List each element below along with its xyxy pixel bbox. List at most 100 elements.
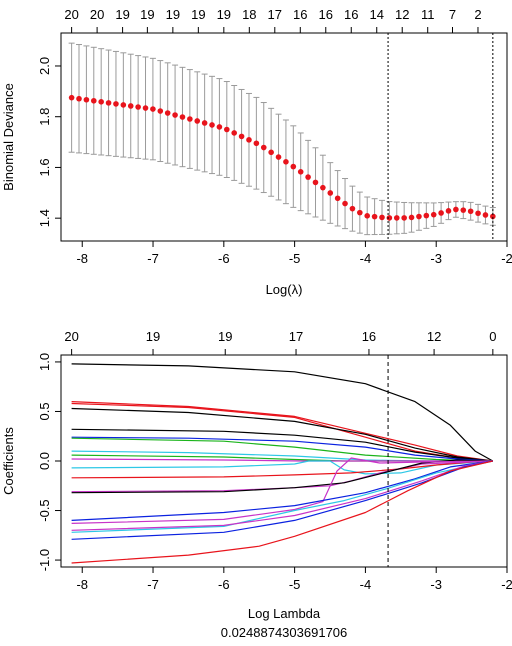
coefficient-top-tick-label: 16 bbox=[362, 329, 376, 344]
coefficient-top-tick-label: 12 bbox=[427, 329, 441, 344]
coefficient-path-16 bbox=[71, 460, 493, 521]
coefficient-x-tick-label: -6 bbox=[218, 577, 230, 592]
coefficient-y-tick-label: 0.0 bbox=[37, 452, 52, 470]
deviance-y-tick-label: 1.6 bbox=[37, 158, 52, 176]
deviance-point bbox=[408, 214, 415, 221]
deviance-top-tick-label: 19 bbox=[140, 7, 154, 22]
deviance-top-tick-label: 7 bbox=[449, 7, 456, 22]
deviance-top-tick-label: 17 bbox=[268, 7, 282, 22]
coefficient-x-tick-label: -8 bbox=[76, 577, 88, 592]
deviance-point bbox=[364, 213, 371, 219]
deviance-point bbox=[482, 212, 489, 218]
deviance-point bbox=[194, 118, 201, 124]
deviance-point bbox=[127, 103, 134, 109]
coefficient-path-6 bbox=[71, 436, 493, 462]
deviance-point bbox=[268, 149, 274, 156]
deviance-point bbox=[68, 94, 75, 101]
deviance-point bbox=[90, 97, 97, 104]
deviance-point bbox=[231, 130, 237, 136]
deviance-axes: -8 -7 -6 -5 -4 -3 -2 1.4 1.6 1.8 2.0 20 20 19 19 19 19 19… bbox=[37, 7, 512, 266]
coefficient-y-tick-label: 0.5 bbox=[37, 402, 52, 420]
deviance-point bbox=[172, 112, 178, 118]
coefficient-path-5 bbox=[71, 428, 493, 462]
deviance-point bbox=[275, 154, 282, 160]
deviance-point bbox=[105, 100, 112, 106]
deviance-point bbox=[260, 144, 267, 151]
deviance-point bbox=[113, 101, 119, 107]
deviance-top-tick-label: 2 bbox=[474, 7, 481, 22]
deviance-point bbox=[209, 122, 215, 128]
deviance-point bbox=[349, 205, 356, 212]
deviance-top-tick-label: 18 bbox=[242, 7, 256, 22]
coefficient-top-tick-label: 19 bbox=[146, 329, 160, 344]
coefficient-path-11 bbox=[71, 460, 493, 475]
deviance-point bbox=[342, 200, 348, 207]
deviance-x-axis-label: Log(λ) bbox=[266, 282, 303, 297]
deviance-point bbox=[142, 105, 149, 111]
coefficient-lambda-value: 0.0248874303691706 bbox=[221, 625, 348, 640]
deviance-x-tick-label: -4 bbox=[360, 251, 372, 266]
coefficient-panel: -8 -7 -6 -5 -4 -3 -2 -1.0 -0.5 0.0 0.5 1.0 20 19 19 17 1… bbox=[1, 329, 512, 640]
coefficient-top-tick-label: 19 bbox=[218, 329, 232, 344]
deviance-y-axis-label: Binomial Deviance bbox=[1, 83, 16, 191]
deviance-point bbox=[438, 210, 444, 216]
deviance-point bbox=[238, 133, 245, 140]
deviance-point bbox=[246, 137, 252, 143]
deviance-point bbox=[379, 214, 385, 221]
deviance-x-tick-label: -7 bbox=[147, 251, 159, 266]
coefficient-path-17 bbox=[71, 460, 493, 533]
deviance-point bbox=[253, 140, 260, 147]
deviance-point bbox=[475, 210, 481, 217]
deviance-top-tick-label: 16 bbox=[344, 7, 358, 22]
deviance-point bbox=[164, 110, 171, 116]
deviance-top-tick-label: 19 bbox=[166, 7, 180, 22]
deviance-point bbox=[157, 108, 164, 114]
deviance-point bbox=[430, 211, 437, 218]
deviance-plot-frame bbox=[60, 32, 508, 242]
deviance-x-tick-label: -8 bbox=[76, 251, 88, 266]
coefficient-path-15 bbox=[71, 457, 493, 524]
deviance-top-tick-label: 19 bbox=[115, 7, 129, 22]
coefficient-path-14 bbox=[71, 459, 493, 494]
deviance-y-tick-label: 2.0 bbox=[37, 57, 52, 75]
deviance-top-tick-label: 12 bbox=[395, 7, 409, 22]
deviance-panel: -8 -7 -6 -5 -4 -3 -2 1.4 1.6 1.8 2.0 20 20 19 19 19 19 19… bbox=[1, 7, 512, 297]
deviance-point bbox=[283, 159, 289, 165]
deviance-x-tick-label: -6 bbox=[218, 251, 230, 266]
deviance-x-tick-label: -3 bbox=[430, 251, 442, 266]
coefficient-x-tick-label: -7 bbox=[147, 577, 159, 592]
deviance-point bbox=[453, 206, 459, 213]
coefficient-x-tick-label: -4 bbox=[360, 577, 372, 592]
coefficient-y-axis-label: Coefficients bbox=[1, 427, 16, 495]
deviance-point bbox=[135, 104, 141, 110]
deviance-point bbox=[201, 120, 208, 126]
deviance-top-tick-label: 19 bbox=[191, 7, 205, 22]
deviance-marks bbox=[68, 33, 496, 241]
coefficient-y-tick-label: 1.0 bbox=[37, 353, 52, 371]
coefficient-axes: -8 -7 -6 -5 -4 -3 -2 -1.0 -0.5 0.0 0.5 1.0 20 19 19 17 1… bbox=[37, 329, 512, 592]
deviance-point bbox=[334, 195, 341, 202]
coefficient-top-tick-label: 0 bbox=[489, 329, 496, 344]
deviance-point bbox=[445, 208, 452, 214]
deviance-top-tick-label: 16 bbox=[319, 7, 333, 22]
deviance-point bbox=[224, 126, 230, 133]
deviance-point bbox=[320, 184, 326, 191]
deviance-x-tick-label: -5 bbox=[289, 251, 301, 266]
deviance-point bbox=[393, 215, 400, 221]
deviance-point bbox=[312, 179, 319, 186]
deviance-point bbox=[327, 190, 334, 196]
deviance-point bbox=[120, 102, 127, 108]
deviance-point bbox=[179, 114, 186, 120]
deviance-point bbox=[216, 124, 223, 130]
coefficient-top-tick-label: 17 bbox=[289, 329, 303, 344]
deviance-point bbox=[290, 163, 297, 170]
deviance-point bbox=[150, 106, 156, 112]
deviance-point bbox=[187, 116, 193, 122]
coefficient-marks bbox=[71, 355, 494, 567]
deviance-point bbox=[357, 209, 363, 216]
deviance-point bbox=[416, 213, 422, 220]
coefficient-x-tick-label: -3 bbox=[430, 577, 442, 592]
coefficient-path-19 bbox=[71, 460, 493, 540]
deviance-y-tick-label: 1.4 bbox=[37, 209, 52, 227]
coefficient-y-tick-label: -1.0 bbox=[37, 549, 52, 571]
